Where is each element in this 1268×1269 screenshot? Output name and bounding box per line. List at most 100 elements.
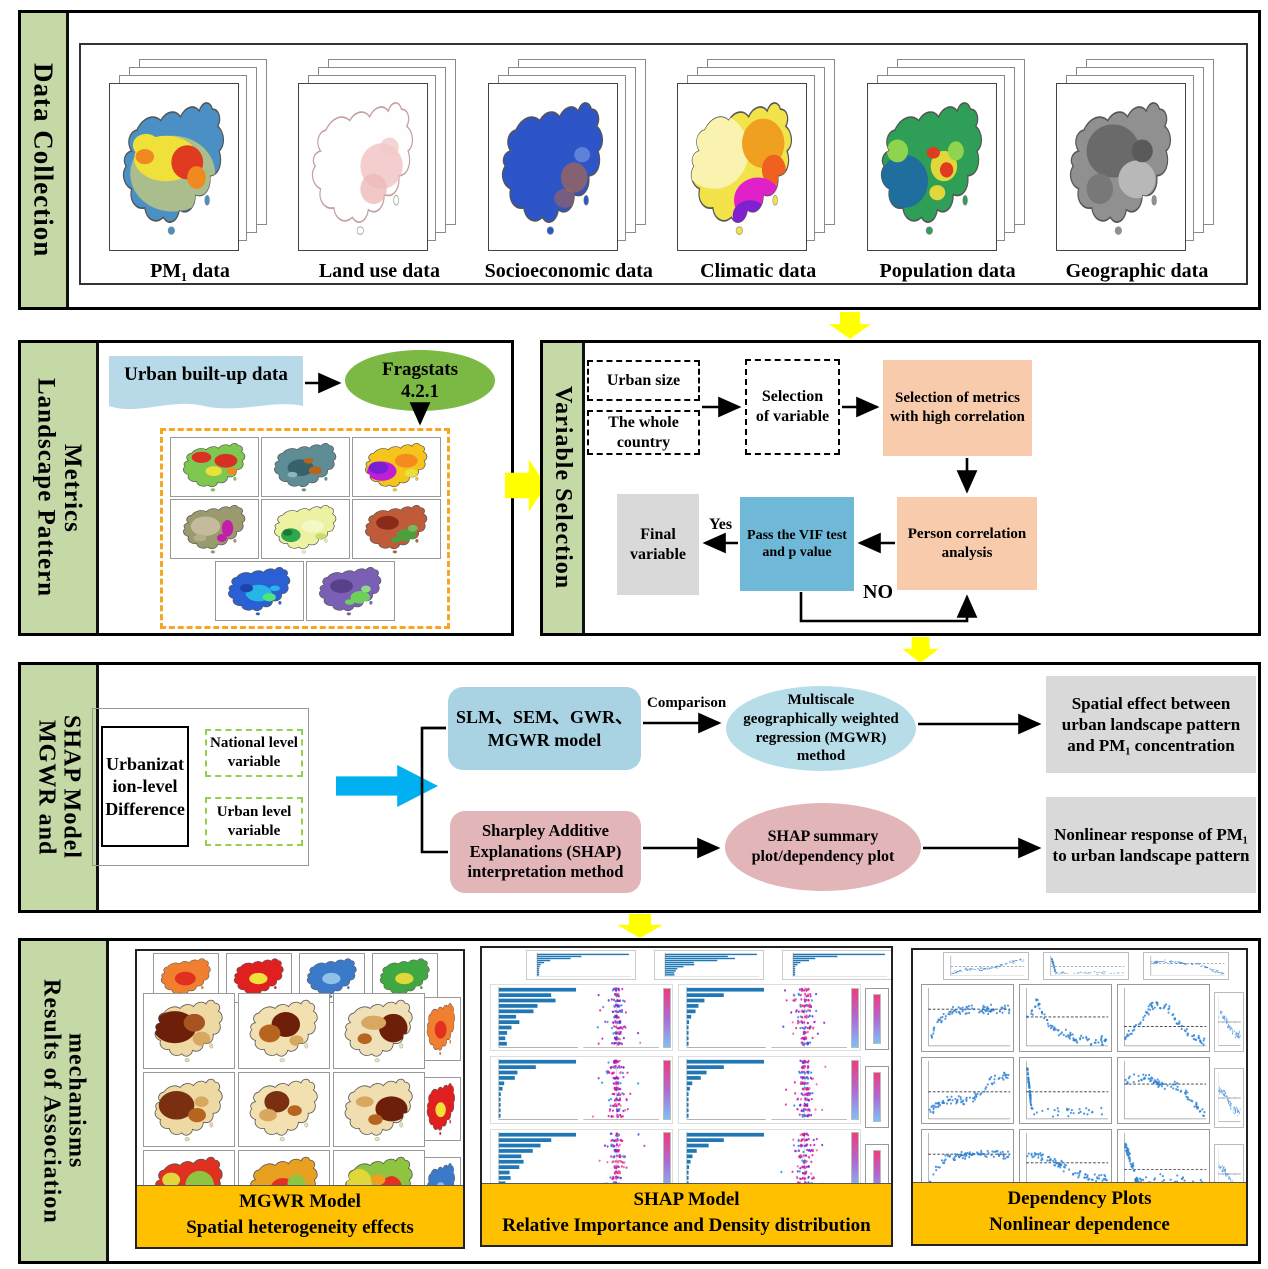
shap-plot-ellipse: SHAP summary plot/dependency plot: [725, 803, 921, 891]
shap-chart-group: [678, 1056, 861, 1124]
dataset-label: PM₁ data: [150, 260, 230, 282]
china-map-graphic: [273, 442, 336, 491]
shap-density-chart: [581, 986, 661, 1050]
comparison-label: Comparison: [647, 695, 727, 711]
stacked-map-sheet: [421, 997, 461, 1061]
china-map-graphic: [426, 1083, 455, 1136]
china-map-graphic: [273, 504, 336, 553]
dependency-plot: [1117, 984, 1210, 1052]
section-landscape-metrics: Landscape Pattern Metrics Urban built-up…: [18, 340, 514, 636]
front-map-card: [866, 83, 997, 251]
shap-panel-banner: SHAP Model Relative Importance and Densi…: [482, 1183, 891, 1245]
high-correlation-node: Selection of metrics with high correlati…: [883, 360, 1032, 456]
dependency-plots-collage: [913, 950, 1246, 1182]
china-map-graphic: [364, 504, 427, 553]
shap-colorbar: [851, 1132, 859, 1183]
stacked-colorbar-sheet: [865, 1144, 889, 1183]
front-map-card: [487, 83, 618, 251]
china-map-graphic: [345, 1156, 413, 1185]
section-title-data-collection: Data Collection: [28, 62, 59, 258]
shap-importance-chart: [680, 1058, 768, 1122]
fragstats-ellipse: Fragstats 4.2.1: [345, 350, 495, 411]
stacked-chart-sheet: [654, 950, 764, 980]
dataset-card-climatic: Climatic data: [667, 59, 849, 283]
shap-beeswarm-plot: [769, 1130, 849, 1183]
dependency-scatter-plot: [1025, 1060, 1109, 1119]
dependency-plot: [1117, 1129, 1210, 1182]
shap-bar-chart: [680, 1058, 768, 1122]
china-map-graphic: [312, 102, 414, 235]
dependency-scatter-plot: [927, 1133, 1011, 1182]
china-map-graphic: [250, 1156, 318, 1185]
dependency-plot: [921, 1056, 1014, 1125]
mgwr-method-ellipse: Multiscale geographically weighted regre…: [726, 686, 916, 771]
dependency-scatter-plot: [1218, 996, 1241, 1047]
shap-importance-chart: [680, 1130, 768, 1183]
dependency-scatter-plot: [1123, 1060, 1207, 1119]
dependency-plot-grid: [921, 984, 1210, 1182]
mgwr-results-panel: MGWR Model Spatial heterogeneity effects: [135, 949, 465, 1249]
shap-density-chart: [769, 1130, 849, 1183]
dependency-plot: [1019, 1129, 1112, 1182]
dataset-card-pm1: PM₁ data: [99, 59, 281, 283]
climatic-map-thumbnail: [677, 59, 839, 251]
socioeconomic-map-thumbnail: [487, 59, 650, 251]
shap-bar-chart: [492, 1130, 580, 1183]
mgwr-map: [143, 1071, 235, 1148]
section-title-results: Results of Association mechanisms: [38, 978, 90, 1224]
dependency-panel-banner: Dependency Plots Nonlinear dependence: [913, 1182, 1246, 1244]
selection-of-variable-node: Selection of variable: [745, 359, 840, 455]
dependency-panel-title: Dependency Plots: [1007, 1188, 1152, 1209]
dependency-scatter-plot: [1025, 1133, 1109, 1182]
shap-chart-group: [490, 1128, 673, 1183]
shap-importance-chart: [492, 1130, 580, 1183]
shap-bar-chart: [536, 953, 631, 977]
china-map-graphic: [379, 958, 430, 998]
shap-density-chart: [769, 1058, 849, 1122]
dataset-card-socioeconomic: Socioeconomic data: [478, 59, 660, 283]
stacked-map-sheet: [421, 1077, 461, 1141]
metric-map-row: [169, 436, 441, 497]
stacked-plot-sheet: [1043, 952, 1129, 980]
china-map-graphic: [319, 566, 382, 615]
landscape-metric-map: [215, 560, 304, 621]
slm-sem-gwr-mgwr-node: SLM、SEM、GWR、MGWR model: [448, 687, 641, 770]
shap-chart-group: [678, 1128, 861, 1183]
stacked-plot-sheet: [943, 952, 1029, 980]
urbanization-difference-node: Urbanization-level Difference: [101, 726, 189, 847]
mgwr-panel-subtitle: Spatial heterogeneity effects: [186, 1216, 414, 1238]
yes-label: Yes: [709, 516, 733, 533]
shap-importance-chart: [680, 986, 768, 1050]
dependency-plot: [1019, 1056, 1112, 1125]
datasets-container: PM₁ data Land use data Socioeconomic dat…: [79, 43, 1248, 285]
landscape-metrics-label-bar: Landscape Pattern Metrics: [21, 343, 99, 633]
shap-colorbar: [663, 987, 671, 1048]
shap-chart-grid: [490, 984, 861, 1183]
section-title-mgwr-shap: MGWR and SHAP Model: [33, 715, 85, 860]
variables-container-box: Urbanization-level Difference National l…: [92, 708, 309, 866]
shap-bar-chart: [664, 953, 759, 977]
urban-builtup-data-box: Urban built-up data: [109, 356, 303, 418]
china-map-graphic: [182, 504, 245, 553]
stacked-plot-sheet: [1214, 1144, 1244, 1182]
dataset-label: Socioeconomic data: [484, 260, 653, 282]
shap-charts-collage: [482, 948, 891, 1183]
mgwr-map: [238, 1150, 330, 1185]
mgwr-map: [238, 993, 330, 1069]
dependency-scatter-plot: [1123, 987, 1207, 1047]
dataset-card-landuse: Land use data: [288, 59, 470, 283]
china-map-graphic: [344, 999, 413, 1063]
landscape-metric-map: [169, 436, 259, 497]
landscape-metric-map: [260, 436, 350, 497]
mgwr-map: [143, 1150, 235, 1185]
china-map-graphic: [306, 958, 357, 998]
stacked-colorbar-sheet: [865, 988, 889, 1050]
no-label: NO: [863, 581, 893, 603]
landscape-metric-maps-panel: [160, 428, 450, 629]
shap-beeswarm-plot: [769, 986, 849, 1050]
dataset-label: Climatic data: [700, 260, 817, 282]
results-label-bar: Results of Association mechanisms: [21, 941, 109, 1261]
china-map-graphic: [364, 442, 427, 491]
shap-chart-group: [490, 984, 673, 1052]
landscape-metric-map: [351, 436, 441, 497]
